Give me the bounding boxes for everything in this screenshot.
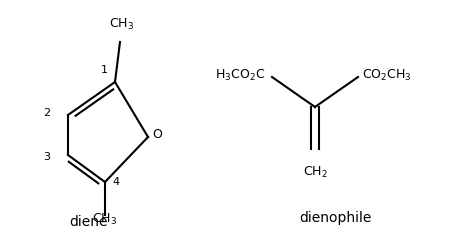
Text: 3: 3: [43, 152, 50, 162]
Text: H$_3$CO$_2$C: H$_3$CO$_2$C: [215, 68, 265, 82]
Text: 4: 4: [112, 177, 119, 187]
Text: 1: 1: [101, 65, 108, 75]
Text: dienophile: dienophile: [299, 211, 371, 225]
Text: O: O: [152, 128, 162, 141]
Text: CH$_2$: CH$_2$: [303, 165, 327, 180]
Text: CH$_3$: CH$_3$: [92, 212, 117, 227]
Text: 2: 2: [43, 108, 50, 118]
Text: CO$_2$CH$_3$: CO$_2$CH$_3$: [362, 68, 412, 82]
Text: diene: diene: [69, 215, 107, 229]
Text: CH$_3$: CH$_3$: [109, 17, 134, 32]
